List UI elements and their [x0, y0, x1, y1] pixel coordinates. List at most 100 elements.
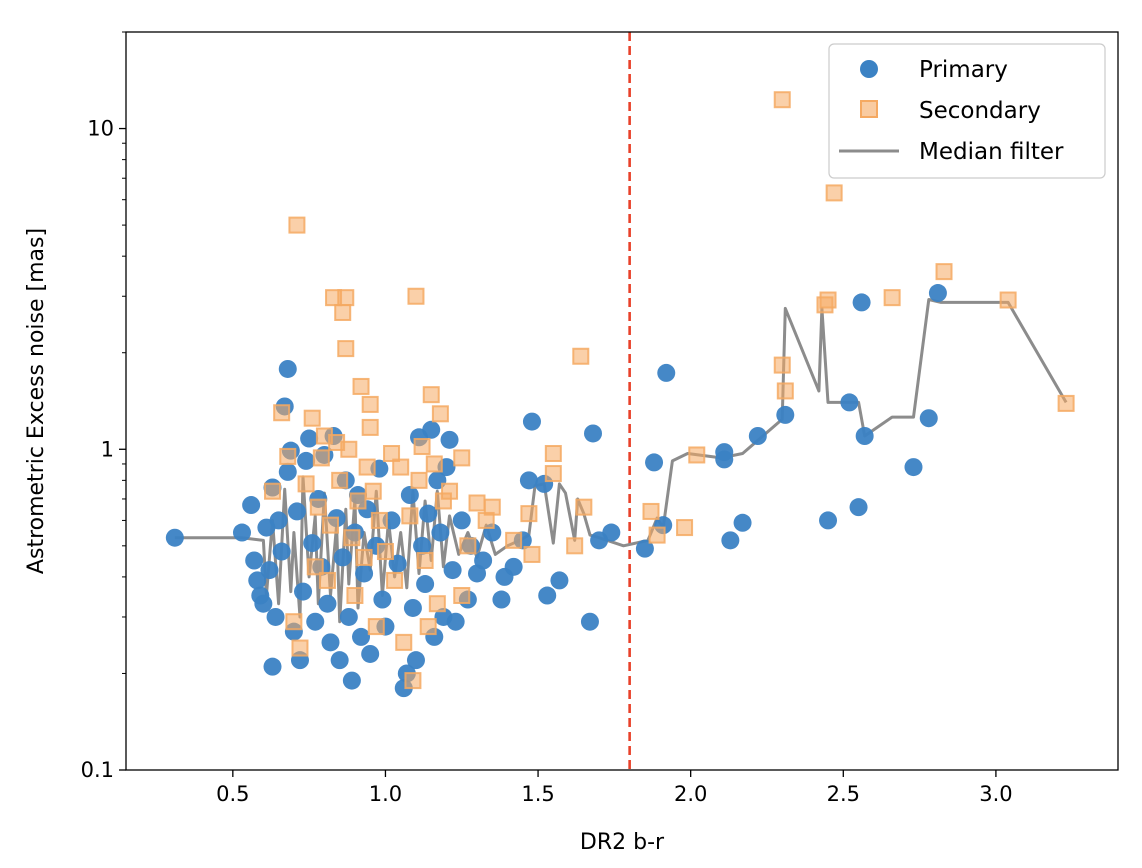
secondary-point [355, 548, 373, 566]
primary-point [269, 511, 288, 530]
plot-frame [125, 31, 1119, 771]
secondary-point [425, 455, 443, 473]
secondary-point [825, 184, 843, 202]
secondary-point [404, 672, 422, 690]
primary-point [776, 405, 795, 424]
primary-point [260, 561, 279, 580]
x-tick-label: 1.5 [521, 782, 554, 806]
primary-point [733, 513, 752, 532]
secondary-point [303, 409, 321, 427]
primary-point [321, 633, 340, 652]
primary-point [904, 458, 923, 477]
primary-point [422, 420, 441, 439]
primary-point [474, 551, 493, 570]
secondary-point [416, 551, 434, 569]
secondary-point [566, 537, 584, 555]
secondary-point [279, 447, 297, 465]
primary-point [715, 443, 734, 462]
primary-point [584, 424, 603, 443]
y-tick-label: 0.1 [81, 758, 114, 782]
primary-point [580, 612, 599, 631]
secondary-point [334, 303, 352, 321]
primary-point [352, 627, 371, 646]
secondary-point [410, 471, 428, 489]
x-tick-label: 1.0 [369, 782, 402, 806]
legend-secondary-label: Secondary [919, 98, 1041, 124]
secondary-point [419, 618, 437, 636]
secondary-point [773, 356, 791, 374]
legend-secondary-marker [860, 100, 878, 118]
primary-point [342, 671, 361, 690]
y-axis-label: Astrometric Excess noise [mas] [24, 228, 49, 574]
secondary-point [819, 291, 837, 309]
secondary-point [575, 498, 593, 516]
legend-primary-marker [860, 60, 878, 78]
secondary-point [297, 475, 315, 493]
primary-point [538, 586, 557, 605]
secondary-point [422, 386, 440, 404]
primary-point [242, 496, 261, 515]
primary-point [400, 486, 419, 505]
secondary-point [358, 458, 376, 476]
primary-point [294, 582, 313, 601]
secondary-point [337, 340, 355, 358]
primary-point [849, 498, 868, 517]
secondary-point [544, 465, 562, 483]
secondary-point [459, 537, 477, 555]
secondary-point [441, 482, 459, 500]
secondary-point [428, 595, 446, 613]
secondary-point [352, 377, 370, 395]
primary-point [300, 429, 319, 448]
primary-point [245, 551, 264, 570]
primary-point [645, 453, 664, 472]
primary-point [602, 523, 621, 542]
primary-point [373, 590, 392, 609]
primary-point [278, 462, 297, 481]
primary-point [355, 564, 374, 583]
x-axis-label: DR2 b-r [580, 830, 665, 855]
secondary-point [346, 587, 364, 605]
primary-point [406, 651, 425, 670]
primary-point [431, 523, 450, 542]
secondary-point [343, 529, 361, 547]
secondary-point [453, 449, 471, 467]
primary-point [721, 531, 740, 550]
primary-point [248, 571, 267, 590]
primary-point [819, 511, 838, 530]
x-tick-label: 0.5 [216, 782, 249, 806]
primary-point [550, 571, 569, 590]
legend-primary-label: Primary [919, 57, 1008, 83]
secondary-point [999, 291, 1017, 309]
secondary-point [331, 471, 349, 489]
secondary-point [386, 571, 404, 589]
primary-point [165, 528, 184, 547]
secondary-point [395, 633, 413, 651]
secondary-point [642, 502, 660, 520]
primary-point [635, 539, 654, 558]
secondary-point [312, 449, 330, 467]
primary-point [452, 511, 471, 530]
primary-point [297, 451, 316, 470]
secondary-point [505, 531, 523, 549]
primary-point [419, 504, 438, 523]
secondary-point [453, 587, 471, 605]
secondary-point [935, 263, 953, 281]
secondary-point [361, 395, 379, 413]
primary-point [657, 363, 676, 382]
secondary-point [483, 498, 501, 516]
secondary-point [367, 618, 385, 636]
secondary-point [337, 289, 355, 307]
primary-point [318, 594, 337, 613]
primary-point [519, 471, 538, 490]
secondary-point [288, 216, 306, 234]
secondary-point [773, 91, 791, 109]
secondary-point [349, 492, 367, 510]
primary-point [278, 359, 297, 378]
primary-point [303, 534, 322, 553]
secondary-point [407, 287, 425, 305]
primary-point [919, 409, 938, 428]
secondary-point [431, 405, 449, 423]
primary-point [272, 542, 291, 561]
primary-point [855, 426, 874, 445]
secondary-point [413, 438, 431, 456]
